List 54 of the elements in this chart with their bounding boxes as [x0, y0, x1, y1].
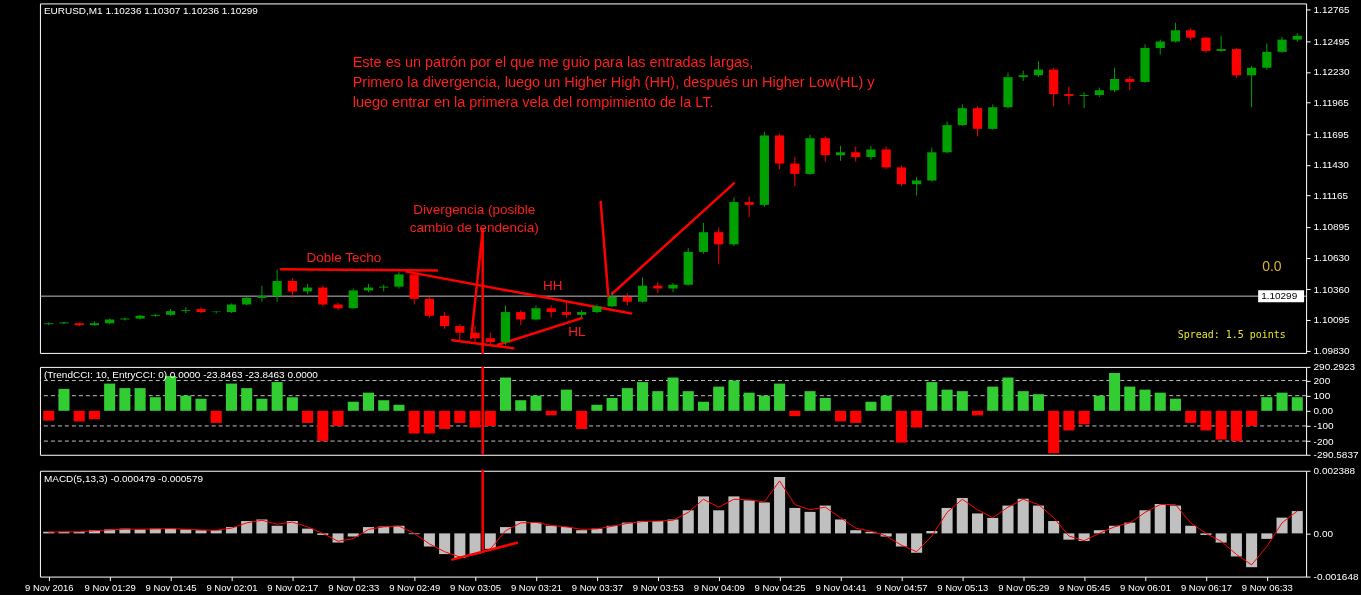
y-tick-label: -100 — [1313, 420, 1334, 432]
annotation: 0.0 — [1262, 258, 1282, 275]
x-tick-label: 9 Nov 02:49 — [389, 582, 441, 594]
x-tick-label: 9 Nov 06:17 — [1180, 582, 1232, 594]
ref-line-label: 1.10299 — [1261, 290, 1298, 302]
chart-title: (TrendCCI: 10, EntryCCI: 0) 0.0000 -23.8463 -23.8463 0.0000 — [43, 368, 319, 380]
x-tick-label: 9 Nov 01:45 — [145, 582, 197, 594]
y-tick-label: -290.5837 — [1313, 449, 1359, 461]
y-tick-label: 1.12495 — [1313, 35, 1351, 47]
x-tick-label: 9 Nov 01:29 — [84, 582, 136, 594]
annotation: Doble Techo — [306, 249, 382, 265]
chart-title: EURUSD,M1 1.10236 1.10307 1.10236 1.10299 — [43, 5, 259, 17]
y-tick-label: 0.00 — [1313, 527, 1334, 539]
chart-title: MACD(5,13,3) -0.000479 -0.000579 — [43, 472, 204, 484]
x-tick-label: 9 Nov 06:33 — [1241, 582, 1293, 594]
y-tick-label: 290.2923 — [1313, 361, 1356, 373]
y-tick-label: 1.11965 — [1313, 97, 1350, 109]
y-tick-label: 1.10095 — [1313, 314, 1351, 326]
x-tick-label: 9 Nov 06:01 — [1119, 582, 1172, 594]
y-tick-label: 1.11165 — [1313, 190, 1349, 202]
y-tick-label: 1.10630 — [1313, 252, 1351, 264]
x-tick-label: 9 Nov 02:01 — [206, 582, 258, 594]
y-tick-label: 200 — [1313, 375, 1331, 387]
y-tick-label: 1.12765 — [1313, 4, 1351, 16]
annotation: Este es un patrón por el que me guio para las entradas largas, Primero la divergencia, luego un Higher High (HH), después un Higher Low(HL) y luego entrar en la primera vela del rompimiento de la LT. — [352, 53, 876, 110]
y-tick-label: 1.10895 — [1313, 221, 1351, 233]
x-tick-label: 9 Nov 03:05 — [450, 582, 502, 594]
y-tick-label: 1.11430 — [1313, 159, 1350, 171]
x-tick-label: 9 Nov 2016 — [25, 582, 74, 594]
y-tick-label: 1.12230 — [1313, 66, 1351, 78]
y-tick-label: 0.00 — [1313, 405, 1334, 417]
x-tick-label: 9 Nov 02:33 — [328, 582, 380, 594]
y-tick-label: -0.001648 — [1313, 571, 1359, 583]
x-tick-label: 9 Nov 04:41 — [815, 582, 867, 594]
annotation: HL — [568, 324, 586, 340]
y-tick-label: 1.09830 — [1313, 345, 1351, 357]
x-tick-label: 9 Nov 05:29 — [998, 582, 1050, 594]
y-tick-label: 1.11695 — [1313, 128, 1350, 140]
annotation: HH — [542, 278, 563, 294]
x-tick-label: 9 Nov 05:13 — [937, 582, 989, 594]
x-tick-label: 9 Nov 02:17 — [267, 582, 319, 594]
x-tick-label: 9 Nov 05:45 — [1059, 582, 1111, 594]
x-tick-label: 9 Nov 04:09 — [693, 582, 745, 594]
y-tick-label: 100 — [1313, 390, 1331, 402]
x-tick-label: 9 Nov 03:53 — [632, 582, 684, 594]
y-tick-label: 1.10360 — [1313, 283, 1351, 295]
annotation: Divergencia (posible cambio de tendencia) — [409, 202, 539, 236]
x-tick-label: 9 Nov 03:37 — [571, 582, 623, 594]
x-tick-label: 9 Nov 04:25 — [754, 582, 806, 594]
x-tick-label: 9 Nov 03:21 — [510, 582, 563, 594]
y-tick-label: -200 — [1313, 435, 1334, 447]
annotation: Spread: 1.5 points — [1177, 329, 1286, 341]
y-tick-label: 0.002388 — [1313, 465, 1356, 477]
x-tick-label: 9 Nov 04:57 — [876, 582, 928, 594]
